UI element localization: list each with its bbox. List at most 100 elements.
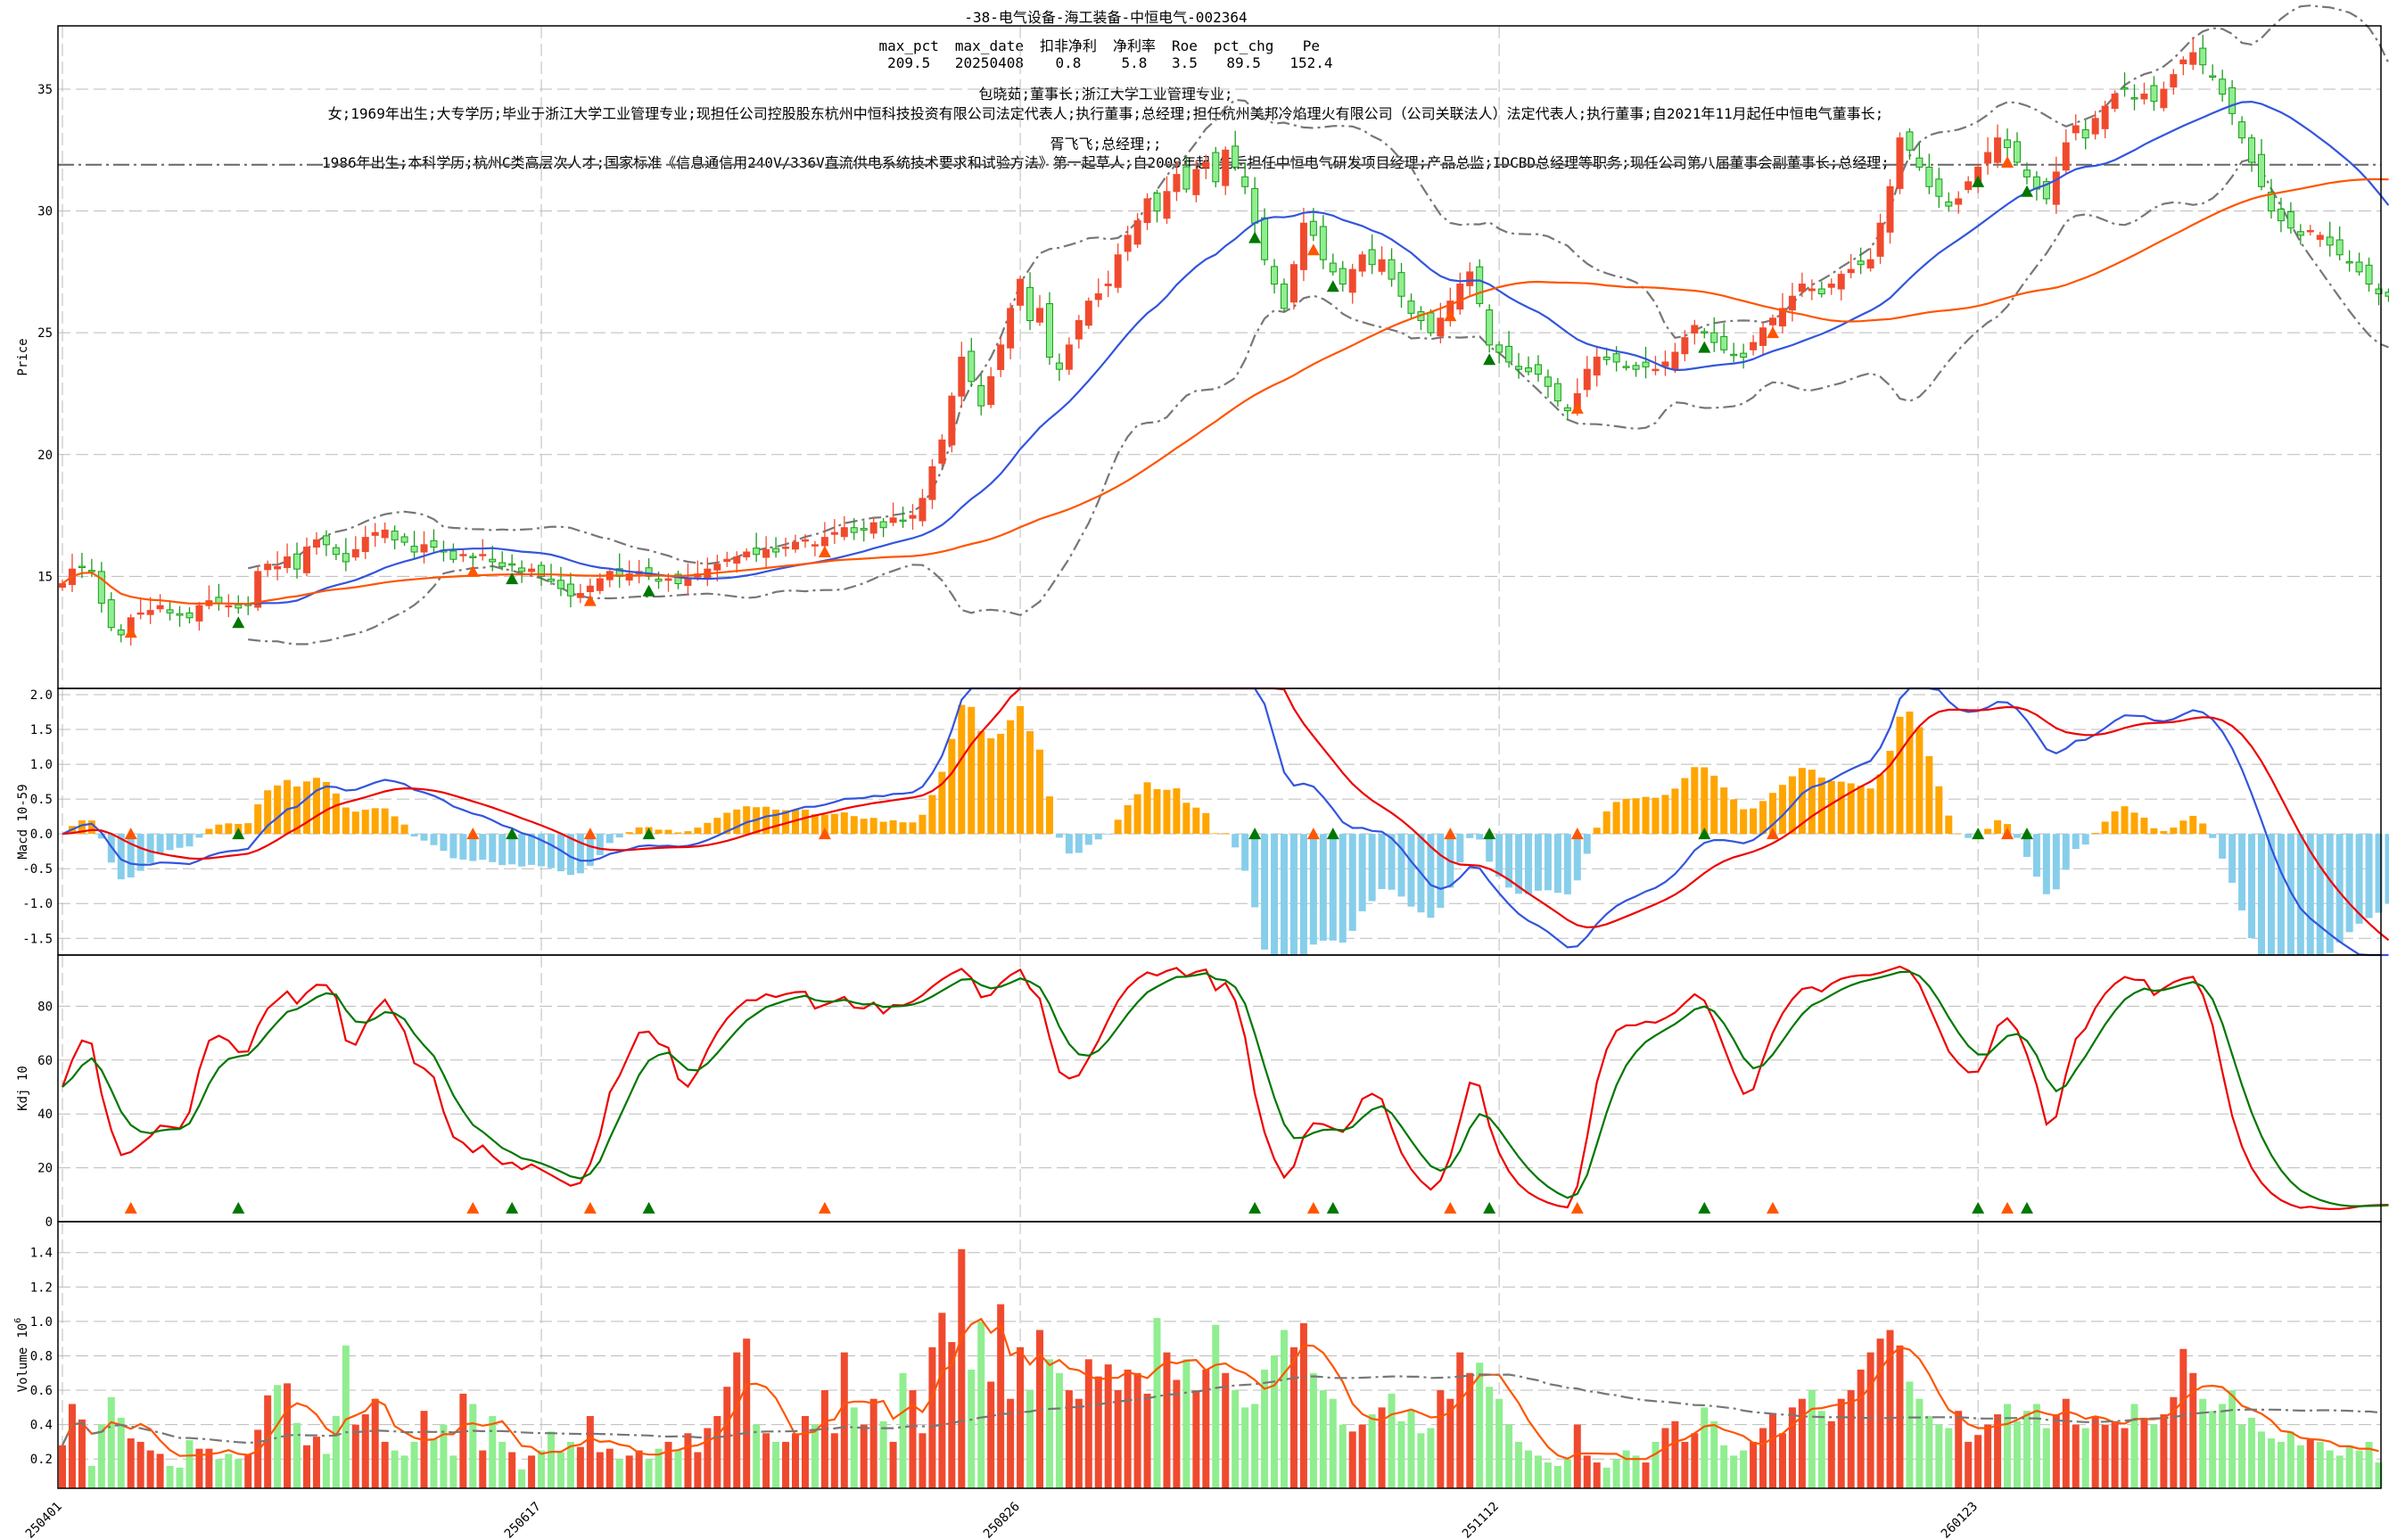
candle [2385, 292, 2389, 297]
signal-down-marker [1483, 828, 1496, 840]
macd-histogram-bar [2111, 811, 2119, 835]
volume-bar [1007, 1398, 1015, 1488]
signal-up-marker [1570, 828, 1584, 840]
y-tick-label: -0.5 [22, 862, 53, 877]
macd-histogram-bar [1299, 834, 1307, 955]
candle [2277, 209, 2285, 222]
macd-histogram-bar [2219, 834, 2227, 859]
candle [2091, 118, 2099, 135]
volume-bar [312, 1437, 320, 1488]
y-tick-label: 1.0 [30, 758, 53, 772]
candle [1661, 361, 1669, 367]
volume-bar [1602, 1467, 1611, 1488]
macd-histogram-bar [762, 806, 770, 835]
volume-bar [1397, 1421, 1405, 1488]
macd-histogram-bar [1896, 716, 1904, 835]
volume-bar [78, 1419, 86, 1488]
candle [1427, 312, 1435, 334]
candle [772, 548, 780, 553]
candle [146, 610, 154, 615]
volume-bar [674, 1450, 682, 1488]
volume-bar [1466, 1372, 1474, 1488]
volume-bar [909, 1390, 917, 1488]
candle [674, 573, 682, 585]
candle [1769, 317, 1776, 325]
macd-histogram-bar [723, 812, 731, 835]
macd-histogram-bar [1573, 834, 1581, 881]
candle [1163, 191, 1171, 219]
macd-histogram-bar [1661, 795, 1669, 835]
macd-histogram-bar [586, 834, 594, 866]
kdj-k-line [61, 965, 2389, 1210]
panel-frame [57, 1221, 2382, 1489]
candle [284, 556, 292, 568]
macd-histogram-bar [1084, 834, 1092, 845]
volume-bar [2228, 1390, 2237, 1488]
macd-histogram-bar [1407, 834, 1415, 907]
candle [1397, 272, 1405, 297]
macd-histogram-bar [2170, 828, 2178, 835]
macd-histogram-bar [2355, 834, 2363, 924]
candle [2111, 93, 2119, 109]
candle [254, 571, 262, 608]
macd-histogram-bar [2150, 828, 2158, 835]
candle [2296, 231, 2304, 236]
signal-up-marker [1444, 309, 1457, 322]
candle [351, 548, 359, 558]
macd-histogram-bar [2042, 834, 2050, 894]
candle [430, 539, 438, 548]
candle [928, 465, 936, 500]
candle [1173, 174, 1181, 193]
candle [1691, 325, 1699, 334]
macd-histogram-bar [635, 827, 643, 835]
macd-histogram-bar [1632, 798, 1640, 835]
volume-bar [1759, 1428, 1767, 1488]
macd-histogram-bar [1965, 834, 1973, 838]
volume-bar [694, 1452, 702, 1488]
macd-histogram-bar [625, 832, 633, 835]
macd-histogram-bar [1163, 789, 1171, 835]
volume-bar [2121, 1428, 2129, 1488]
candle [1876, 222, 1884, 257]
signal-up-marker [1767, 1201, 1779, 1214]
macd-histogram-bar [1778, 785, 1786, 835]
volume-bar [2004, 1404, 2012, 1488]
volume-bar [361, 1414, 369, 1488]
volume-bar [1378, 1407, 1386, 1488]
volume-bar [1417, 1433, 1425, 1488]
macd-histogram-bar [1271, 834, 1279, 955]
macd-histogram-bar [117, 834, 125, 880]
macd-histogram-bar [1740, 809, 1748, 835]
volume-bar [664, 1441, 672, 1488]
macd-histogram-bar [538, 834, 546, 867]
volume-bar [1143, 1393, 1151, 1488]
macd-histogram-bar [1984, 828, 1992, 835]
macd-histogram-bar [1486, 834, 1494, 862]
x-tick-label: 250401 [23, 1500, 65, 1540]
volume-bar [1740, 1450, 1748, 1488]
candle [1740, 352, 1748, 358]
candle [1114, 254, 1122, 288]
candle [1368, 249, 1376, 266]
volume-bar [958, 1248, 966, 1488]
macd-histogram-bar [2014, 834, 2021, 838]
candle [489, 558, 497, 563]
macd-histogram-bar [322, 781, 330, 835]
y-tick-label: 15 [37, 570, 53, 584]
macd-histogram-bar [1525, 834, 1532, 894]
volume-bar [1925, 1415, 1933, 1488]
candle [1094, 292, 1102, 301]
macd-histogram-bar [1652, 797, 1660, 835]
macd-histogram-bar [1759, 801, 1767, 835]
volume-bar [1525, 1450, 1532, 1488]
candle [322, 535, 330, 546]
signal-up-marker [1444, 828, 1457, 840]
candle [2014, 141, 2021, 163]
macd-histogram-bar [674, 832, 682, 835]
stats-value: 0.8 [1055, 54, 1082, 71]
candle [655, 578, 663, 582]
volume-bar [185, 1439, 194, 1488]
signal-down-marker [1972, 828, 1985, 840]
volume-bar [342, 1345, 350, 1488]
volume-bar [948, 1342, 956, 1488]
